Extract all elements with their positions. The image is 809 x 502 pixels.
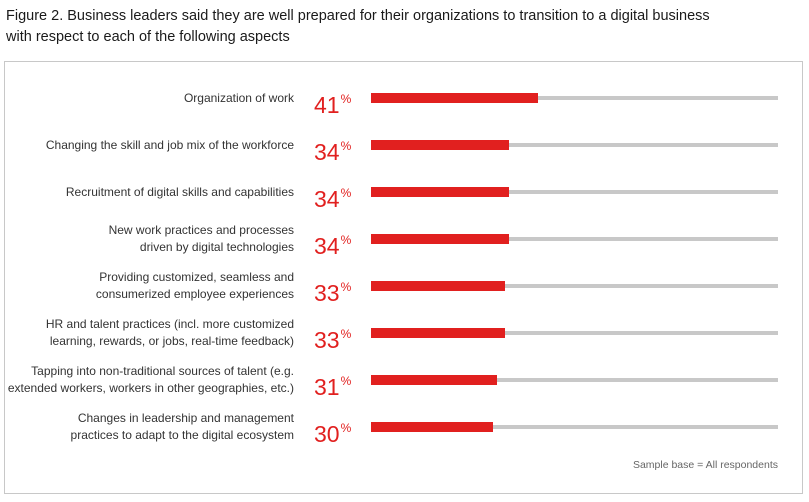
bar (371, 375, 497, 385)
category-label: Providing customized, seamless and consu… (95, 270, 294, 301)
value-label: 34% (314, 225, 352, 259)
bar-track (371, 378, 778, 382)
value-label: 33% (314, 272, 352, 306)
category-label: Changes in leadership and management pra… (70, 411, 294, 442)
value-number: 30 (314, 421, 340, 447)
bar-row: New work practices and processes driven … (5, 219, 804, 259)
value-number: 41 (314, 92, 340, 118)
bar-row: Recruitment of digital skills and capabi… (5, 172, 804, 212)
value-label: 34% (314, 131, 352, 165)
bar-track (371, 190, 778, 194)
value-number: 33 (314, 280, 340, 306)
value-label: 30% (314, 413, 352, 447)
percent-sign: % (340, 280, 352, 294)
bar (371, 93, 538, 103)
bar (371, 328, 505, 338)
chart-panel: Organization of work 41% Changing the skil… (4, 61, 803, 494)
bar (371, 422, 493, 432)
bar-row: Changing the skill and job mix of the wo… (5, 125, 804, 165)
value-label: 34% (314, 178, 352, 212)
value-label: 41% (314, 84, 352, 118)
percent-sign: % (340, 186, 352, 200)
bar (371, 187, 509, 197)
value-number: 31 (314, 374, 340, 400)
sample-base-note: Sample base = All respondents (632, 459, 778, 471)
percent-sign: % (340, 421, 352, 435)
category-label: New work practices and processes driven … (108, 223, 294, 254)
bar-row: Changes in leadership and management pra… (5, 407, 804, 447)
category-label: HR and talent practices (incl. more cust… (45, 317, 294, 348)
category-label: Recruitment of digital skills and capabi… (65, 184, 294, 199)
bar (371, 281, 505, 291)
value-label: 31% (314, 366, 352, 400)
bar-row: Tapping into non-traditional sources of … (5, 360, 804, 400)
bar-track (371, 143, 778, 147)
bar-row: HR and talent practices (incl. more cust… (5, 313, 804, 353)
bar (371, 234, 509, 244)
value-number: 34 (314, 186, 340, 212)
bar-track (371, 331, 778, 335)
bar-track (371, 96, 778, 100)
value-number: 33 (314, 327, 340, 353)
bar-row: Organization of work 41% (5, 78, 804, 118)
percent-sign: % (340, 233, 352, 247)
bar-track (371, 425, 778, 429)
category-label: Changing the skill and job mix of the wo… (45, 137, 294, 152)
value-label: 33% (314, 319, 352, 353)
percent-sign: % (340, 374, 352, 388)
value-number: 34 (314, 233, 340, 259)
percent-sign: % (340, 92, 352, 106)
bar-track (371, 237, 778, 241)
percent-sign: % (340, 139, 352, 153)
percent-sign: % (340, 327, 352, 341)
bar (371, 140, 509, 150)
bar-track (371, 284, 778, 288)
chart-title: Figure 2. Business leaders said they are… (6, 8, 710, 45)
value-number: 34 (314, 139, 340, 165)
bar-row: Providing customized, seamless and consu… (5, 266, 804, 306)
category-label: Organization of work (183, 90, 294, 105)
category-label: Tapping into non-traditional sources of … (7, 364, 294, 395)
